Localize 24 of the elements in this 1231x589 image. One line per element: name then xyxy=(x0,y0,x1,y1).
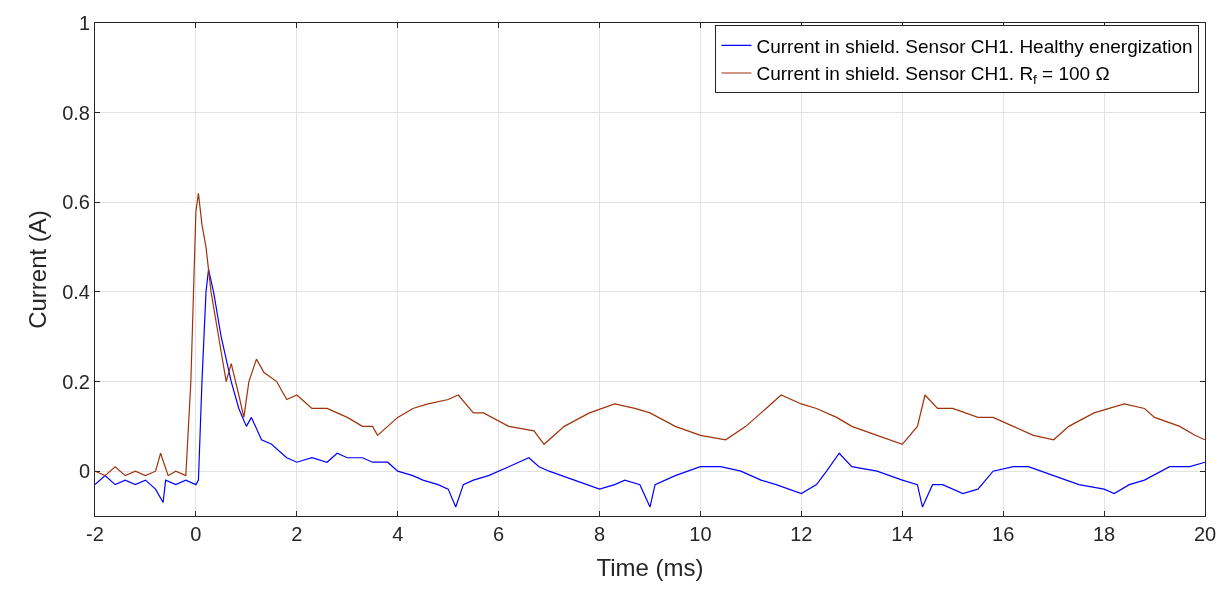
y-tick-label: 0.6 xyxy=(62,191,90,214)
x-tick-label: 2 xyxy=(291,523,303,545)
y-tick-label: 0 xyxy=(78,460,90,483)
y-tick-label: 1 xyxy=(78,12,90,34)
y-axis-title: Current (A) xyxy=(24,210,52,329)
x-tick-label: 20 xyxy=(1193,523,1217,545)
x-tick-label: -2 xyxy=(86,523,104,545)
legend-label: Current in shield. Sensor CH1. R$_{f}$ = 100 Ω xyxy=(756,63,1110,88)
x-tick-label: 6 xyxy=(493,523,505,545)
legend-label: Current in shield. Sensor CH1. Healthy energization xyxy=(756,35,1193,57)
line-series xyxy=(95,268,1205,508)
line-series xyxy=(95,192,1205,477)
x-tick-label: 8 xyxy=(593,523,606,545)
x-tick-label: 12 xyxy=(790,523,813,545)
x-tick-label: 10 xyxy=(689,523,712,545)
y-tick-label: 0.4 xyxy=(62,280,90,303)
y-tick-label: 0.2 xyxy=(62,370,90,393)
x-tick-label: 16 xyxy=(992,523,1015,545)
x-tick-label: 4 xyxy=(392,523,404,545)
x-tick-label: 14 xyxy=(891,523,914,545)
x-tick-label: 0 xyxy=(190,523,202,545)
y-tick-label: 0.8 xyxy=(62,101,90,124)
x-axis-title: Time (ms) xyxy=(596,554,704,582)
x-tick-label: 18 xyxy=(1092,523,1116,545)
